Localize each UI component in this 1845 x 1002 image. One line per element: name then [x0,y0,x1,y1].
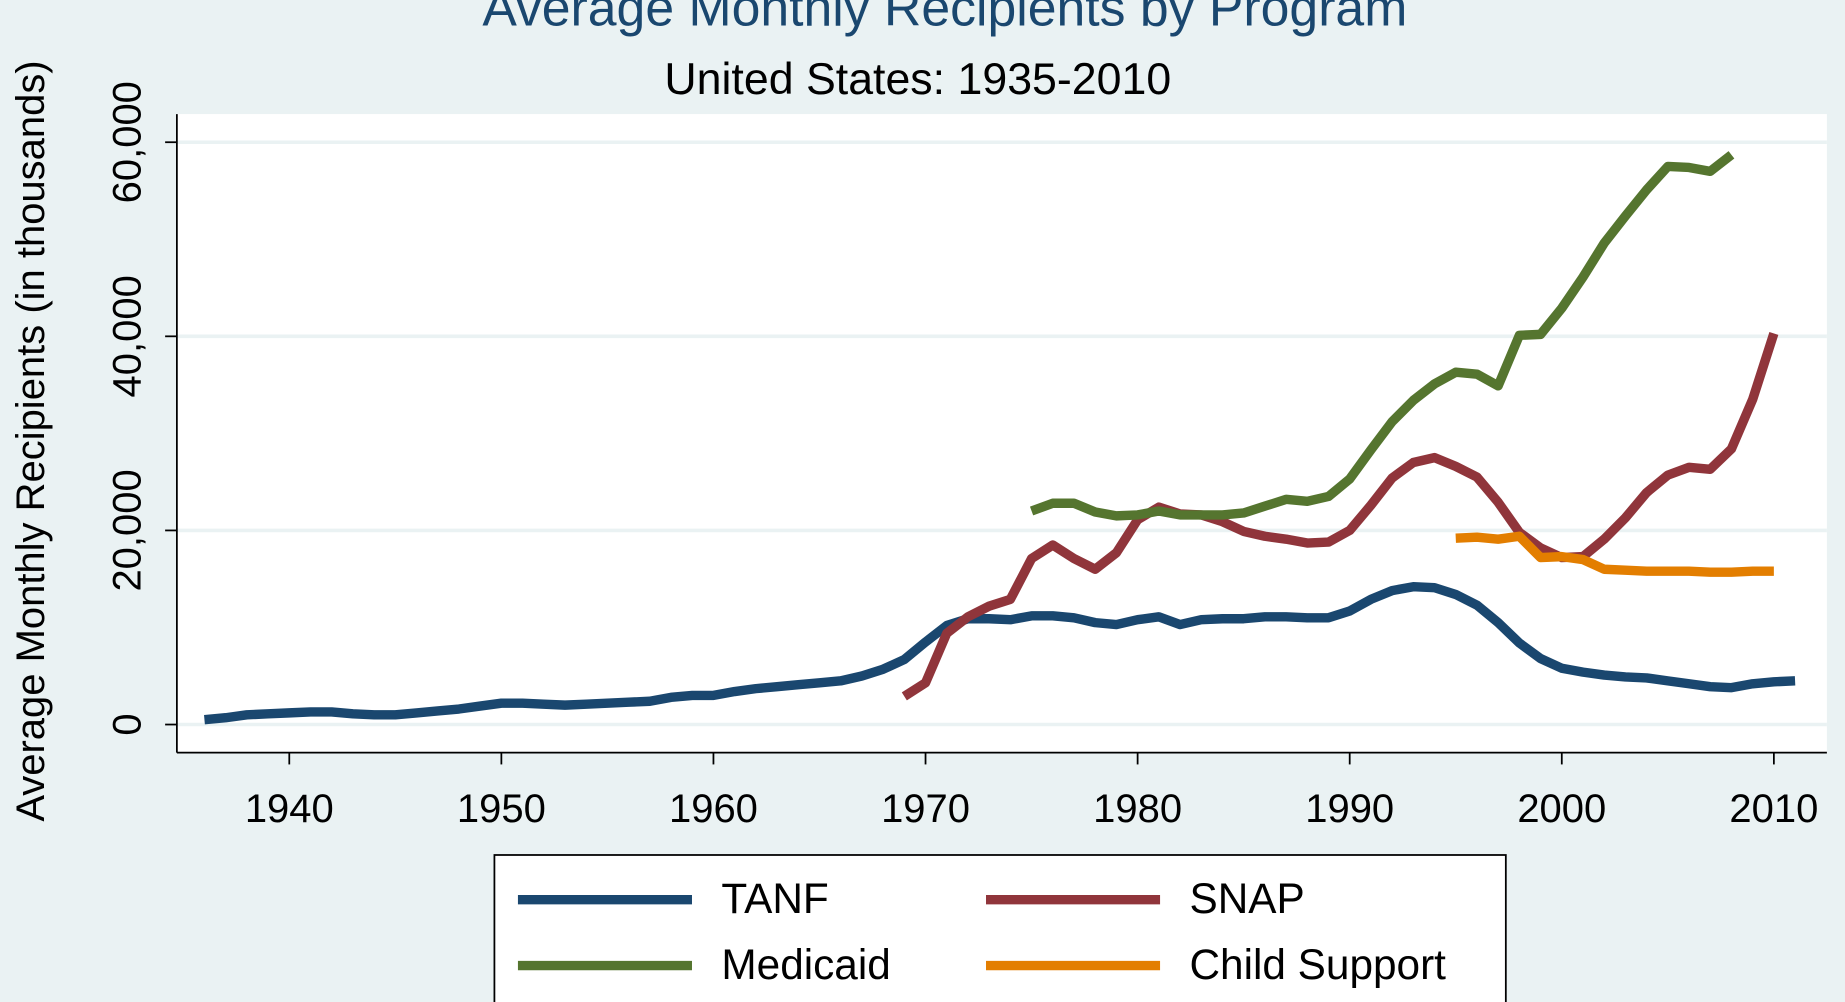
y-tick-label: 0 [105,713,149,735]
plot-area [176,114,1827,753]
y-tick-label: 20,000 [105,469,149,591]
x-tick-label: 2000 [1517,787,1606,831]
series-line [204,582,1796,725]
x-tick-label: 1970 [881,787,970,831]
x-tick-label: 1950 [457,787,546,831]
legend-label: SNAP [1189,875,1304,922]
series-line [1029,151,1735,521]
y-axis-title: Average Monthly Recipients (in thousands… [9,60,53,821]
legend-label: Child Support [1189,941,1446,988]
y-tick-label: 40,000 [105,275,149,397]
legend-label: TANF [721,875,828,922]
x-tick-label: 1980 [1093,787,1182,831]
series-line [901,331,1779,701]
x-tick-label: 1940 [245,787,334,831]
x-tick-label: 2010 [1729,787,1818,831]
x-tick-label: 1990 [1305,787,1394,831]
series-line [1455,531,1774,577]
chart-title: Average Monthly Recipients by Program [482,0,1407,36]
legend [493,854,1507,1002]
y-tick-label: 60,000 [105,81,149,203]
chart-subtitle: United States: 1935-2010 [664,55,1171,104]
legend-label: Medicaid [721,941,890,988]
x-tick-label: 1960 [669,787,758,831]
